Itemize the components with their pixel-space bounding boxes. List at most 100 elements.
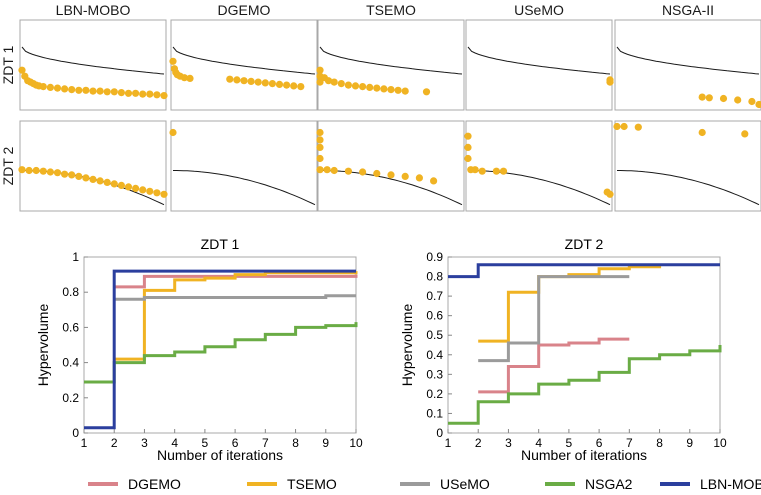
legend: DGEMO TSEMO USeMO NSGA2 LBN-MOBO: [88, 476, 761, 492]
pareto-point: [110, 180, 118, 188]
pareto-point: [146, 187, 154, 195]
pareto-point: [606, 78, 614, 86]
x-axis-label: Number of iterations: [521, 447, 647, 463]
x-tick-label: 7: [262, 436, 269, 450]
pareto-point: [323, 166, 331, 174]
chart-title: ZDT 1: [201, 236, 240, 252]
pareto-point: [68, 171, 76, 179]
pareto-point: [499, 167, 508, 175]
pareto-point: [82, 86, 90, 94]
pareto-point: [478, 167, 486, 175]
true-pareto-front: [468, 170, 611, 206]
pareto-point: [96, 177, 104, 185]
x-tick-label: 9: [686, 436, 693, 450]
y-tick-label: 0.2: [426, 387, 443, 401]
x-tick-label: 6: [232, 436, 239, 450]
problem-label: ZDT 1: [0, 45, 16, 84]
x-tick-label: 3: [505, 436, 512, 450]
series-line-nsga2: [448, 345, 722, 425]
legend-label: TSEMO: [287, 476, 337, 492]
legend-entry: LBN-MOBO: [660, 476, 761, 492]
panel-frame: [614, 19, 761, 111]
x-tick-label: 7: [626, 436, 633, 450]
pareto-point: [401, 172, 409, 180]
legend-label: LBN-MOBO: [700, 476, 761, 492]
pareto-point: [620, 122, 628, 131]
y-tick-label: 0.4: [426, 348, 443, 362]
pareto-panel: [18, 19, 168, 111]
panel-frame: [465, 19, 613, 111]
pareto-point: [330, 78, 338, 86]
pareto-point: [373, 169, 381, 178]
pareto-point: [705, 94, 713, 102]
pareto-point: [755, 100, 761, 109]
pareto-point: [247, 77, 255, 85]
pareto-point: [160, 190, 168, 198]
pareto-point: [316, 128, 324, 137]
panel-frame: [317, 120, 465, 212]
series-line-lbn-mobo: [448, 263, 720, 279]
problem-label: ZDT 2: [0, 146, 16, 185]
series-line-tsemo: [478, 264, 662, 343]
pareto-point: [103, 178, 111, 186]
plot-frame: [83, 256, 357, 434]
series-line-usemo: [478, 275, 630, 363]
pareto-point: [464, 132, 472, 140]
pareto-panel: [18, 120, 168, 212]
pareto-point: [387, 171, 395, 179]
panel-frame: [19, 19, 167, 111]
pareto-point: [268, 80, 276, 88]
pareto-point: [698, 93, 706, 101]
pareto-point: [330, 166, 338, 175]
series-line-usemo: [114, 294, 356, 301]
pareto-point: [401, 87, 409, 95]
pareto-point: [46, 83, 55, 91]
pareto-point: [117, 181, 125, 189]
y-tick-label: 0: [72, 426, 79, 440]
pareto-point: [254, 78, 262, 86]
series-line-dgemo: [478, 337, 630, 394]
true-pareto-front: [21, 46, 165, 75]
pareto-point: [316, 143, 324, 151]
pareto-point: [344, 167, 352, 175]
x-tick-label: 1: [81, 436, 88, 450]
legend-label: USeMO: [440, 476, 490, 492]
pareto-point: [89, 87, 97, 95]
pareto-point: [373, 84, 381, 92]
pareto-point: [464, 143, 472, 151]
pareto-point: [316, 136, 324, 144]
pareto-grid: LBN-MOBO DGEMO TSEMO USeMO NSGA-II ZDT 1 ZDT 2: [0, 2, 761, 212]
true-pareto-front: [319, 46, 463, 75]
y-tick-label: 0.5: [426, 328, 443, 342]
pareto-point: [18, 66, 26, 74]
legend-entry: NSGA2: [545, 476, 633, 492]
y-axis-label: Hypervolume: [35, 304, 51, 387]
x-tick-label: 10: [349, 436, 363, 450]
pareto-point: [719, 94, 728, 103]
x-tick-label: 1: [445, 436, 452, 450]
pareto-point: [387, 86, 395, 94]
pareto-point: [316, 66, 324, 74]
pareto-point: [430, 177, 438, 185]
pareto-point: [464, 154, 472, 163]
y-tick-label: 0.3: [426, 367, 443, 381]
legend-entry: DGEMO: [88, 476, 181, 492]
panel-frame: [317, 19, 465, 111]
pareto-point: [180, 74, 188, 82]
pareto-point: [117, 89, 125, 97]
pareto-point: [634, 123, 642, 131]
x-tick-label: 10: [713, 436, 727, 450]
pareto-point: [132, 89, 140, 97]
pareto-point: [226, 75, 234, 83]
pareto-point: [39, 167, 47, 175]
pareto-point: [337, 80, 345, 88]
pareto-panel: [614, 19, 761, 111]
true-pareto-front: [173, 170, 316, 206]
pareto-point: [380, 85, 388, 93]
pareto-point: [603, 188, 611, 196]
pareto-point: [261, 79, 269, 87]
y-tick-label: 0.9: [426, 250, 443, 264]
method-title: TSEMO: [366, 2, 416, 18]
panel-frame: [614, 120, 761, 212]
pareto-point: [492, 167, 500, 175]
